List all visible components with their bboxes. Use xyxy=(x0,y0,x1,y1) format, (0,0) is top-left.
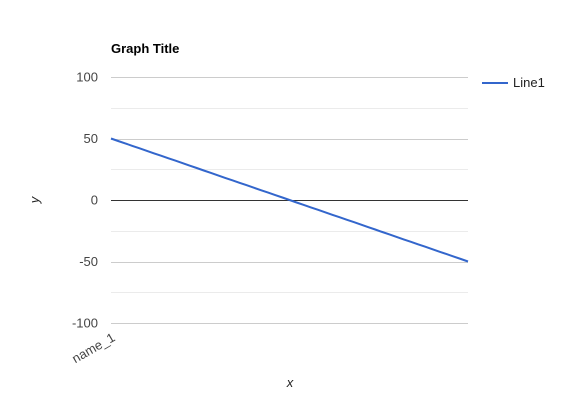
x-axis-label: x xyxy=(286,375,294,390)
legend-label-line1: Line1 xyxy=(513,75,545,90)
y-tick-label: 50 xyxy=(84,131,98,146)
legend: Line1 xyxy=(482,75,545,90)
y-axis-label: y xyxy=(27,195,42,204)
y-tick-label: 0 xyxy=(91,193,98,208)
y-tick-label: -100 xyxy=(72,316,98,331)
y-tick-label: 100 xyxy=(76,70,98,85)
x-tick-label: name_1 xyxy=(69,330,117,366)
y-tick-labels: 100 50 0 -50 -100 xyxy=(72,70,98,331)
x-tick-labels: name_1 xyxy=(69,330,117,366)
chart-title: Graph Title xyxy=(111,41,179,56)
y-tick-label: -50 xyxy=(79,254,98,269)
series-line-line1 xyxy=(110,137,469,263)
